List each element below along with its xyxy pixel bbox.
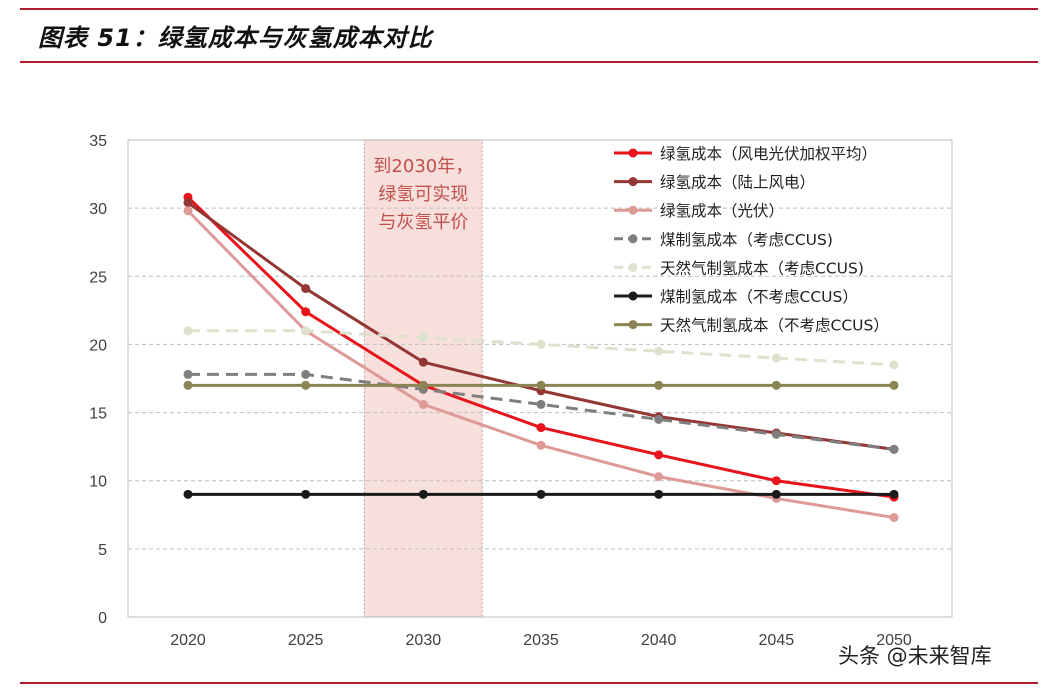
annotation-line: 与灰氢平价 [378, 212, 468, 233]
legend-label: 天然气制氢成本（不考虑CCUS） [660, 317, 889, 335]
y-tick-label: 25 [89, 269, 107, 286]
x-tick-label: 2045 [759, 632, 795, 649]
series-point-2 [536, 440, 546, 450]
x-tick-label: 2035 [523, 632, 559, 649]
plot-frame [127, 139, 953, 618]
legend-marker [628, 205, 638, 215]
legend-label: 绿氢成本（光伏） [660, 202, 784, 220]
x-tick-label: 2025 [288, 632, 324, 649]
x-tick-label: 2050 [876, 632, 912, 649]
y-tick-label: 5 [98, 542, 107, 559]
annotation-line: 到2030年， [373, 156, 473, 177]
series-point-3 [889, 444, 899, 454]
series-point-5 [183, 489, 193, 499]
series-point-5 [418, 489, 428, 499]
series-point-6 [654, 380, 664, 390]
series-point-0 [654, 450, 664, 460]
series-point-0 [536, 423, 546, 433]
y-tick-label: 0 [98, 610, 107, 627]
annotation-line: 绿氢可实现 [378, 184, 468, 205]
series-point-1 [418, 357, 428, 367]
series-point-6 [771, 380, 781, 390]
series-point-5 [771, 489, 781, 499]
legend-marker [628, 320, 638, 330]
title-rule [20, 61, 1038, 63]
series-point-5 [654, 489, 664, 499]
series-point-2 [183, 206, 193, 216]
legend-label: 天然气制氢成本（考虑CCUS) [660, 259, 864, 277]
legend-label: 绿氢成本（陆上风电） [660, 174, 815, 192]
x-tick-label: 2020 [170, 632, 206, 649]
x-tick-label: 2040 [641, 632, 677, 649]
series-point-2 [889, 513, 899, 523]
series-point-3 [771, 429, 781, 439]
y-tick-label: 20 [89, 337, 107, 354]
series-point-2 [654, 472, 664, 482]
series-point-6 [301, 380, 311, 390]
series-point-6 [536, 380, 546, 390]
series-point-0 [771, 476, 781, 486]
series-point-2 [418, 399, 428, 409]
legend-marker [628, 177, 638, 187]
x-tick-label: 2030 [406, 632, 442, 649]
legend-label: 绿氢成本（风电光伏加权平均） [660, 145, 877, 163]
y-tick-label: 30 [89, 201, 107, 218]
y-tick-label: 35 [89, 133, 107, 150]
series-point-6 [889, 380, 899, 390]
legend-label: 煤制氢成本（不考虑CCUS） [660, 288, 858, 306]
legend-marker [628, 234, 638, 244]
series-point-4 [889, 360, 899, 370]
y-tick-label: 15 [89, 406, 107, 423]
series-point-4 [418, 333, 428, 343]
series-line-2 [186, 209, 895, 519]
series-point-5 [889, 489, 899, 499]
y-tick-label: 10 [89, 474, 107, 491]
series-point-3 [536, 399, 546, 409]
figure-title: 图表 51：绿氢成本与灰氢成本对比 [38, 24, 433, 52]
series-point-4 [771, 353, 781, 363]
series-point-0 [301, 307, 311, 317]
legend-marker [628, 291, 638, 301]
series-point-4 [183, 326, 193, 336]
series-point-4 [301, 326, 311, 336]
legend-label: 煤制氢成本（考虑CCUS) [660, 231, 833, 249]
series-point-6 [183, 380, 193, 390]
series-point-5 [536, 489, 546, 499]
series-point-3 [183, 369, 193, 379]
bottom-rule [20, 682, 1038, 684]
legend-marker [628, 262, 638, 272]
legend-marker [628, 148, 638, 158]
series-point-1 [301, 284, 311, 294]
series-point-4 [536, 339, 546, 349]
series-point-4 [654, 346, 664, 356]
series-point-3 [654, 414, 664, 424]
series-point-3 [301, 369, 311, 379]
series-point-6 [418, 380, 428, 390]
series-point-1 [183, 198, 193, 208]
series-point-5 [301, 489, 311, 499]
watermark: 头条 @未来智库 [838, 644, 992, 668]
top-rule [20, 8, 1038, 10]
